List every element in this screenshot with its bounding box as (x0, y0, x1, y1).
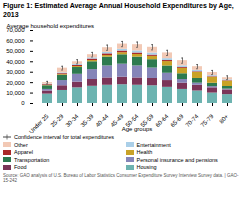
html-text:Entertainment: Entertainment (136, 141, 171, 148)
svg-text:80+: 80+ (218, 113, 230, 125)
html-text:Personal insurance and pension: Personal insurance and pensions (136, 156, 218, 163)
svg-text:55-59: 55-59 (139, 113, 155, 129)
svg-text:Under 25: Under 25 (28, 113, 50, 133)
svg-text:60,000: 60,000 (6, 38, 25, 44)
svg-text:Age groups: Age groups (122, 126, 153, 132)
svg-text:60-64: 60-64 (154, 113, 170, 129)
svg-text:25-29: 25-29 (49, 113, 65, 129)
svg-text:70-74: 70-74 (184, 113, 200, 129)
html-text:Source: GAO analysis of U.S. B: Source: GAO analysis of U.S. Bureau of L… (3, 172, 239, 183)
svg-text:40,000: 40,000 (6, 59, 25, 65)
svg-text:30,000: 30,000 (6, 69, 25, 75)
svg-text:30-34: 30-34 (64, 113, 80, 129)
html-text:Health: Health (136, 149, 153, 155)
svg-text:70,000: 70,000 (6, 27, 25, 34)
svg-text:35-39: 35-39 (79, 113, 95, 129)
html-text:Figure 1: Estimated Average An: Figure 1: Estimated Average Annual House… (3, 2, 234, 18)
svg-text:40-44: 40-44 (94, 113, 110, 129)
svg-text:65-69: 65-69 (169, 113, 185, 129)
svg-text:Average household expenditures: Average household expenditures (7, 23, 95, 29)
html-text:Food: Food (14, 164, 27, 170)
svg-text:50-54: 50-54 (124, 113, 140, 129)
html-text:Apparel: Apparel (14, 149, 33, 155)
svg-text:50,000: 50,000 (6, 48, 25, 54)
html-text:Other: Other (14, 141, 28, 148)
svg-text:20,000: 20,000 (6, 80, 25, 86)
svg-text:10,000: 10,000 (6, 90, 25, 96)
html-text:Housing: Housing (136, 164, 157, 170)
svg-text:45-49: 45-49 (109, 113, 125, 129)
svg-text:75-79: 75-79 (199, 113, 215, 129)
svg-text:0: 0 (21, 100, 25, 106)
html-text:Confidence interval for total: Confidence interval for total expenditur… (14, 134, 114, 140)
html-text:Transportation: Transportation (14, 156, 50, 163)
